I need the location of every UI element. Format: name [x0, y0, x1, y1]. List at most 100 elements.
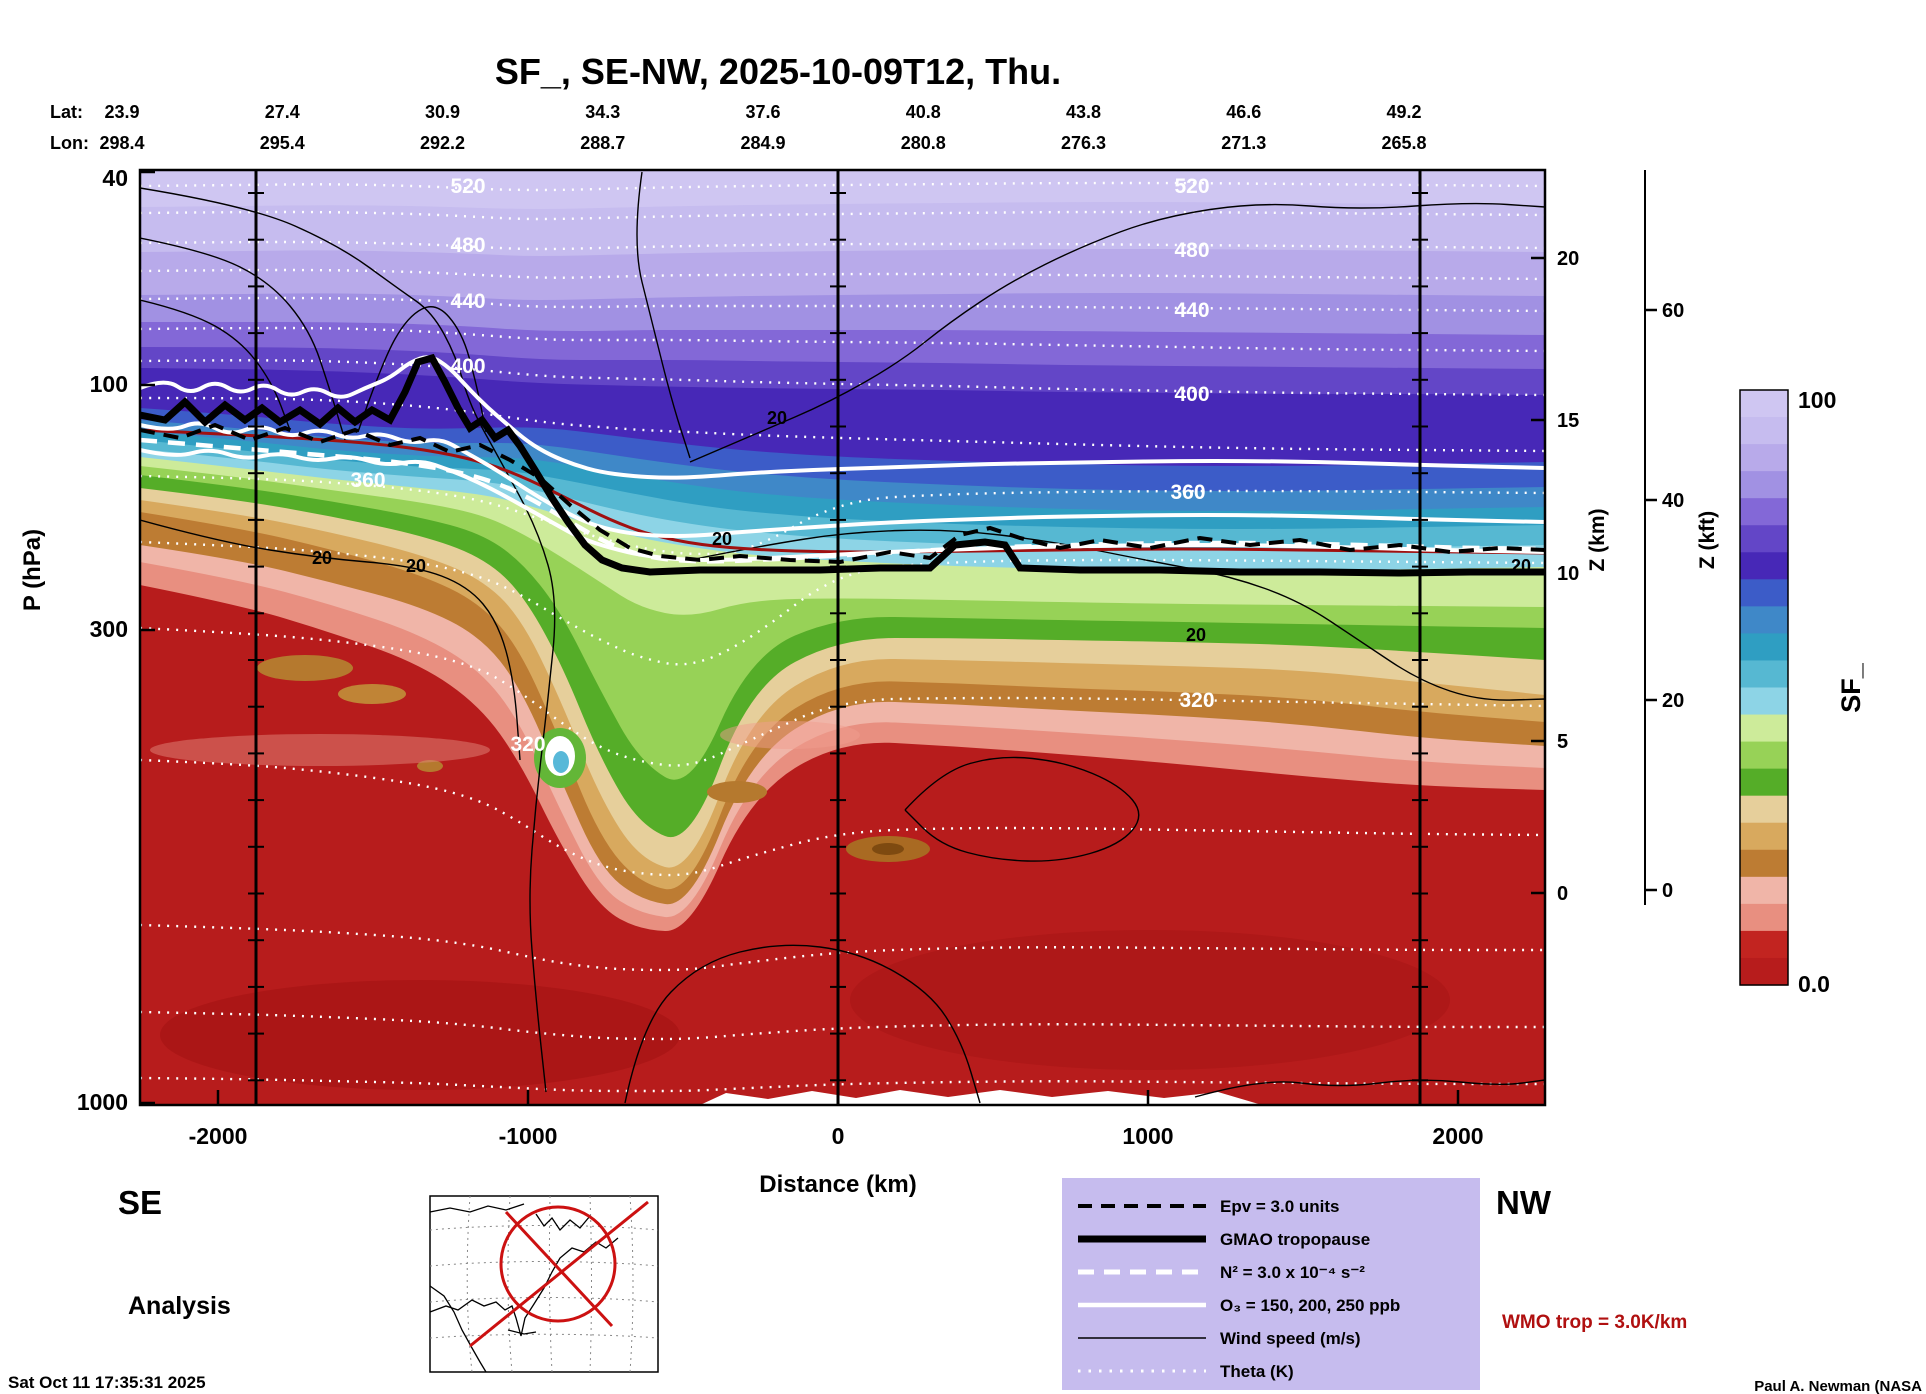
- lon-value: 292.2: [420, 133, 465, 153]
- sf-feature: [417, 760, 443, 772]
- legend-label-o3: O₃ = 150, 200, 250 ppb: [1220, 1296, 1400, 1315]
- colorbar-segment: [1740, 633, 1788, 662]
- colorbar-segment: [1740, 390, 1788, 418]
- z-km-tick-label: 15: [1557, 410, 1579, 432]
- wind-contour: [904, 756, 1140, 862]
- sf-feature: [160, 980, 680, 1090]
- colorbar-segment: [1740, 687, 1788, 716]
- surface-gap-strip: [700, 1090, 1262, 1105]
- lon-value: 295.4: [260, 133, 305, 153]
- z-kft-tick-label: 20: [1662, 690, 1684, 712]
- sf-band: [140, 585, 1545, 1105]
- z-km-tick-label: 20: [1557, 248, 1579, 270]
- z-km-tick-label: 0: [1557, 883, 1568, 905]
- colorbar-segment: [1740, 444, 1788, 472]
- colorbar-segment: [1740, 741, 1788, 770]
- wind-contour: [624, 944, 981, 1104]
- theta-contour-label: 480: [450, 234, 485, 257]
- theta-contour-label: 520: [1174, 175, 1209, 198]
- surface-gap: [700, 1090, 1262, 1105]
- lat-value: 23.9: [104, 102, 139, 122]
- wind-contour-label: 20: [712, 529, 732, 549]
- theta-contour-label: 320: [1179, 689, 1214, 712]
- theta-contour-label: 520: [450, 175, 485, 198]
- z-kft-tick-label: 40: [1662, 490, 1684, 512]
- theta-contour: [140, 210, 1545, 221]
- theta-contour: [140, 474, 1545, 556]
- sf-feature: [338, 684, 406, 704]
- lon-value: 284.9: [740, 133, 785, 153]
- lat-value: 40.8: [906, 102, 941, 122]
- pressure-tick-label: 300: [90, 616, 128, 642]
- distance-tick-label: 2000: [1432, 1123, 1483, 1149]
- lon-axis-key: Lon:: [50, 133, 89, 153]
- colorbar-segment: [1740, 552, 1788, 580]
- z-km-tick-label: 5: [1557, 731, 1568, 753]
- theta-contour-label: 440: [450, 290, 485, 313]
- z-kft-ticks: 60 40 20 0: [1645, 300, 1684, 902]
- pressure-tick-label: 40: [102, 165, 128, 191]
- theta-contour: [140, 240, 1545, 251]
- colorbar-segment: [1740, 957, 1788, 986]
- distance-tick-label: -1000: [499, 1123, 558, 1149]
- analysis-label: Analysis: [128, 1292, 231, 1320]
- axes: 40 100 300 1000 -2000 -1000 0 1000 2000 20 15 10 5 0: [77, 165, 1579, 1149]
- colorbar-segment: [1740, 822, 1788, 851]
- distance-axis-label: Distance (km): [759, 1171, 916, 1198]
- legend-label-theta: Theta (K): [1220, 1362, 1294, 1381]
- epv-contour: [140, 422, 1545, 565]
- endpoint-se-label: SE: [118, 1184, 162, 1221]
- theta-contour: [140, 626, 1545, 767]
- sf-feature: [850, 930, 1450, 1070]
- sf-feature: [872, 843, 904, 855]
- lat-axis-key: Lat:: [50, 102, 83, 122]
- pressure-tick-label: 1000: [77, 1089, 128, 1115]
- wind-contour: [636, 171, 691, 459]
- inset-map-coastline: [429, 1203, 619, 1373]
- wind-contour-label: 20: [406, 556, 426, 576]
- waypoint-lines: [248, 170, 1428, 1105]
- z-kft-tick-label: 60: [1662, 300, 1684, 322]
- pressure-axis-label: P (hPa): [19, 529, 46, 611]
- wind-contour-label: 20: [767, 408, 787, 428]
- inset-map-section-path: [469, 1200, 649, 1348]
- lat-value: 46.6: [1226, 102, 1261, 122]
- lon-value: 271.3: [1221, 133, 1266, 153]
- colorbar-segment: [1740, 930, 1788, 959]
- wmo-contour: [140, 428, 1545, 555]
- theta-contour-label: 440: [1174, 299, 1209, 322]
- lat-value: 49.2: [1386, 102, 1421, 122]
- figure-title: SF_, SE-NW, 2025-10-09T12, Thu.: [495, 51, 1061, 92]
- legend-label-gmao: GMAO tropopause: [1220, 1230, 1370, 1249]
- colorbar-segment: [1740, 579, 1788, 607]
- inset-map: [429, 1195, 659, 1373]
- top-latlon-labels: 23.9 27.4 30.9 34.3 37.6 40.8 43.8 46.6 49.2 298.…: [99, 102, 1426, 153]
- colorbar-top-label: 100: [1798, 387, 1836, 413]
- lon-value: 288.7: [580, 133, 625, 153]
- timestamp: Sat Oct 11 17:35:31 2025: [8, 1373, 206, 1392]
- sf-feature: [553, 751, 569, 773]
- colorbar-segment: [1740, 768, 1788, 797]
- legend: Epv = 3.0 units GMAO tropopause N² = 3.0 x…: [1078, 1197, 1400, 1381]
- theta-contour-label: 400: [1174, 383, 1209, 406]
- theta-contour-label: 320: [510, 733, 545, 756]
- wind-contour: [140, 237, 346, 441]
- legend-box: [1062, 1178, 1480, 1390]
- inset-map-range-circle: [499, 1205, 617, 1323]
- lon-value: 280.8: [901, 133, 946, 153]
- endpoint-nw-label: NW: [1496, 1184, 1552, 1221]
- z-kft-tick-label: 0: [1662, 880, 1673, 902]
- theta-contour-label: 400: [450, 355, 485, 378]
- theta-contour-label: 360: [350, 469, 385, 492]
- colorbar-segment: [1740, 903, 1788, 932]
- lat-value: 43.8: [1066, 102, 1101, 122]
- colorbar-segment: [1740, 417, 1788, 445]
- colorbar-segment: [1740, 606, 1788, 635]
- legend-label-n2: N² = 3.0 x 10⁻⁴ s⁻²: [1220, 1263, 1365, 1282]
- distance-tick-label: 0: [832, 1123, 845, 1149]
- o3-contour: [140, 355, 1545, 480]
- wind-contour-label: 20: [1511, 556, 1531, 576]
- theta-contour: [140, 268, 1545, 281]
